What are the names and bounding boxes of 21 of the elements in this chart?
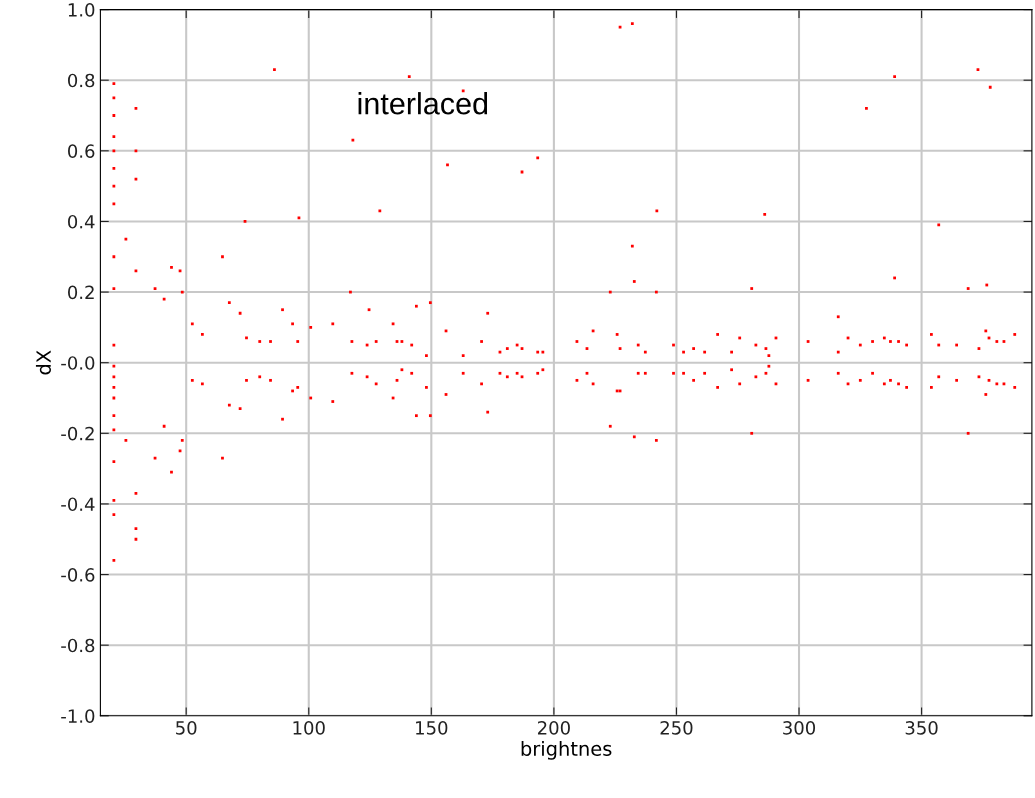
y-tick-label: 1.0 [68,3,95,17]
y-axis-title: dX [35,350,51,375]
annotation: interlaced [358,92,488,115]
x-tick-label: 300 [783,720,816,735]
x-tick-label: 200 [537,720,570,735]
y-tick-label: 0.8 [68,73,95,88]
y-tick-label: -0.2 [61,426,94,441]
y-tick-label: -0.0 [61,356,95,370]
x-axis-title: brightnes [521,740,612,760]
y-tick-label: -1.0 [61,709,95,723]
x-tick-label: 250 [660,720,693,735]
y-tick-label: -0.6 [61,568,95,582]
x-tick-label: 350 [905,720,938,735]
x-tick-label: 50 [176,720,197,735]
x-tick-label: 150 [416,720,448,735]
x-tick-label: 100 [293,720,325,735]
y-tick-label: -0.8 [61,638,95,653]
y-tick-label: 0.6 [68,144,95,158]
y-tick-label: -0.4 [61,497,95,512]
y-tick-label: 0.4 [68,214,95,229]
y-tick-label: 0.2 [68,285,94,300]
